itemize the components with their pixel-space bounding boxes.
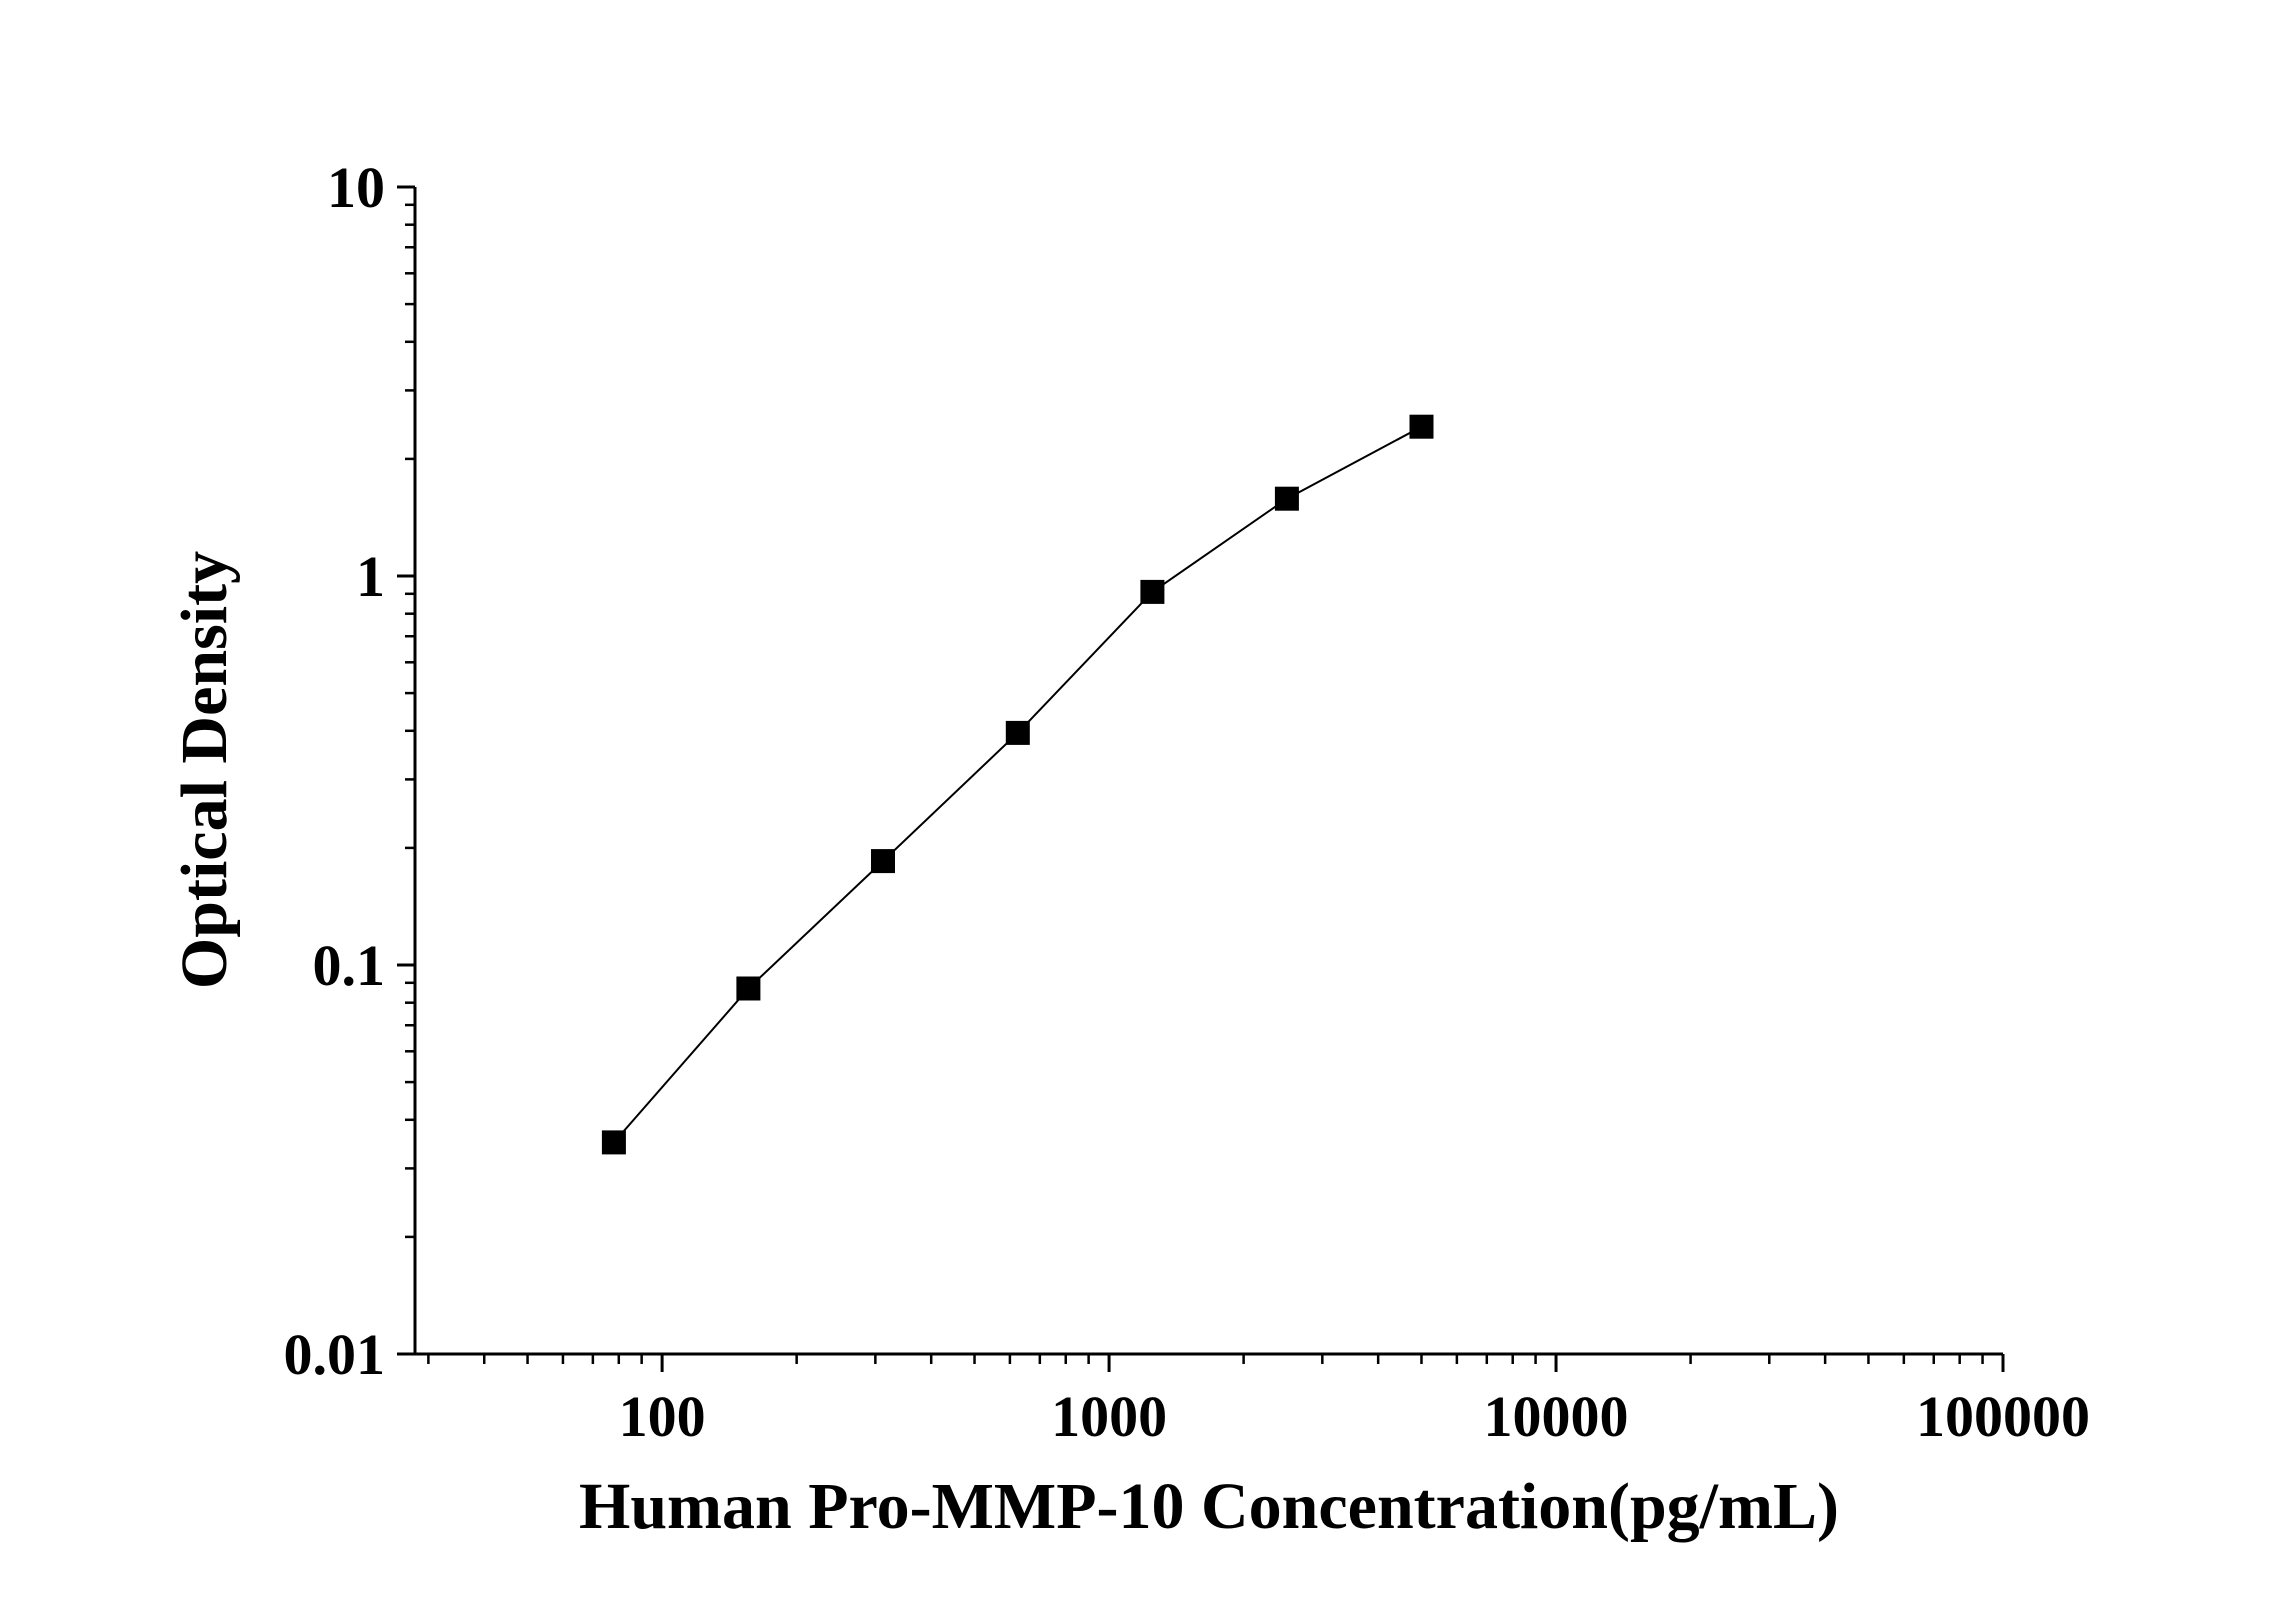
x-tick-label: 10000	[1484, 1384, 1629, 1449]
data-point-marker	[871, 849, 895, 874]
y-tick-label: 0.1	[313, 933, 386, 998]
data-series	[601, 414, 1434, 1155]
y-tick-label: 1	[356, 544, 385, 609]
y-axis-title: Optical Density	[168, 551, 241, 989]
data-point-marker	[1005, 720, 1030, 745]
axes	[413, 187, 2003, 1356]
data-point-marker	[736, 976, 761, 1001]
x-axis-title: Human Pro-MMP-10 Concentration(pg/mL)	[579, 1470, 1839, 1543]
axis-tick-labels: 100 1000 10000 100000 0.01 0.1 1 10	[284, 155, 2091, 1449]
x-tick-label: 1000	[1051, 1384, 1167, 1449]
x-tick-label: 100	[619, 1384, 706, 1449]
axis-ticks	[397, 185, 2005, 1372]
y-tick-label: 10	[327, 155, 385, 220]
data-point-marker	[601, 1130, 626, 1155]
series-line	[613, 425, 1422, 1144]
y-tick-label: 0.01	[284, 1322, 386, 1387]
data-point-marker	[1409, 414, 1434, 439]
data-point-marker	[1274, 486, 1299, 511]
data-point-marker	[1140, 579, 1165, 604]
x-tick-label: 100000	[1916, 1384, 2090, 1449]
